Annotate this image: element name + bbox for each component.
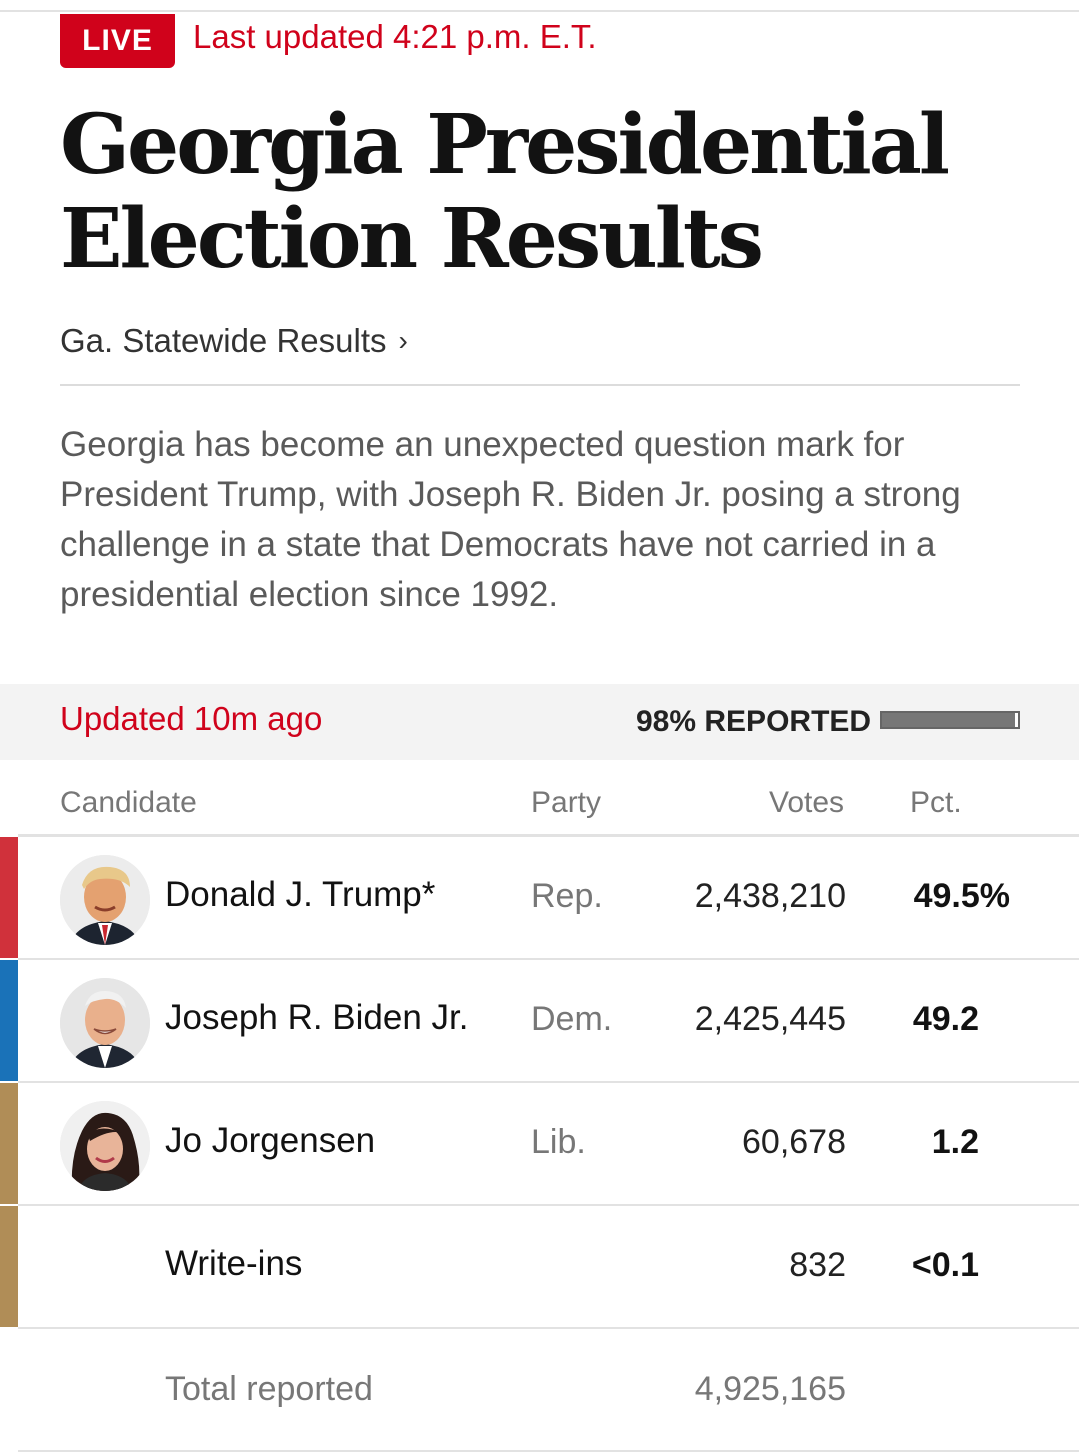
- candidate-party: Lib.: [531, 1123, 586, 1161]
- reporting-progress-bar: [880, 711, 1020, 729]
- candidate-pct: 49.2: [912, 1000, 979, 1038]
- page-title: Georgia Presidential Election Results: [60, 97, 950, 287]
- row-divider: [18, 1327, 1079, 1329]
- bottom-divider: [18, 1450, 1079, 1452]
- column-header-pct: Pct.: [910, 786, 962, 819]
- party-color-strip: [0, 1206, 18, 1327]
- table-row[interactable]: Joseph R. Biden Jr. Dem. 2,425,445 49.2: [0, 960, 1079, 1083]
- biden-photo: [60, 978, 150, 1068]
- candidate-votes: 2,425,445: [694, 1000, 846, 1038]
- statewide-results-label: Ga. Statewide Results: [60, 322, 387, 359]
- party-color-strip: [0, 837, 18, 958]
- candidate-name: Donald J. Trump*: [165, 875, 436, 914]
- updated-ago-text: Updated 10m ago: [60, 700, 323, 737]
- row-divider: [18, 1081, 1079, 1083]
- candidate-pct: <0.1: [911, 1246, 979, 1284]
- reported-label: 98% REPORTED: [636, 705, 872, 738]
- status-bar: Updated 10m ago 98% REPORTED: [0, 684, 1079, 760]
- party-color-strip: [0, 960, 18, 1081]
- statewide-results-link[interactable]: Ga. Statewide Results ›: [60, 322, 408, 360]
- last-updated-text: Last updated 4:21 p.m. E.T.: [193, 18, 597, 55]
- total-reported-label: Total reported: [165, 1370, 373, 1408]
- candidate-name: Write-ins: [165, 1244, 303, 1283]
- table-row[interactable]: Write-ins 832 <0.1: [0, 1206, 1079, 1329]
- table-row[interactable]: Donald J. Trump* Rep. 2,438,210 49.5%: [0, 837, 1079, 960]
- column-header-candidate: Candidate: [60, 786, 197, 819]
- summary-text: Georgia has become an unexpected questio…: [60, 425, 961, 614]
- candidate-votes: 60,678: [742, 1123, 846, 1161]
- total-reported-votes: 4,925,165: [694, 1370, 846, 1408]
- row-divider: [18, 958, 1079, 960]
- live-badge: LIVE: [60, 14, 175, 68]
- party-color-strip: [0, 1083, 18, 1204]
- candidate-name: Joseph R. Biden Jr.: [165, 998, 469, 1037]
- jorgensen-photo: [60, 1101, 150, 1191]
- header-divider: [18, 834, 1079, 837]
- trump-photo: [60, 855, 150, 945]
- candidate-pct: 49.5%: [913, 877, 1010, 915]
- chevron-right-icon: ›: [398, 325, 408, 356]
- row-divider: [18, 1204, 1079, 1206]
- candidate-party: Dem.: [531, 1000, 613, 1038]
- divider: [60, 384, 1020, 386]
- table-row[interactable]: Jo Jorgensen Lib. 60,678 1.2: [0, 1083, 1079, 1206]
- column-header-party: Party: [531, 786, 602, 819]
- candidate-party: Rep.: [531, 877, 603, 915]
- live-header: LIVE Last updated 4:21 p.m. E.T.: [60, 14, 597, 68]
- reporting-progress-fill: [882, 713, 1016, 727]
- candidate-pct: 1.2: [931, 1123, 979, 1161]
- top-border: [0, 0, 1079, 12]
- candidate-votes: 832: [789, 1246, 846, 1284]
- candidate-name: Jo Jorgensen: [165, 1121, 376, 1160]
- column-header-votes: Votes: [769, 786, 845, 819]
- candidate-votes: 2,438,210: [694, 877, 846, 915]
